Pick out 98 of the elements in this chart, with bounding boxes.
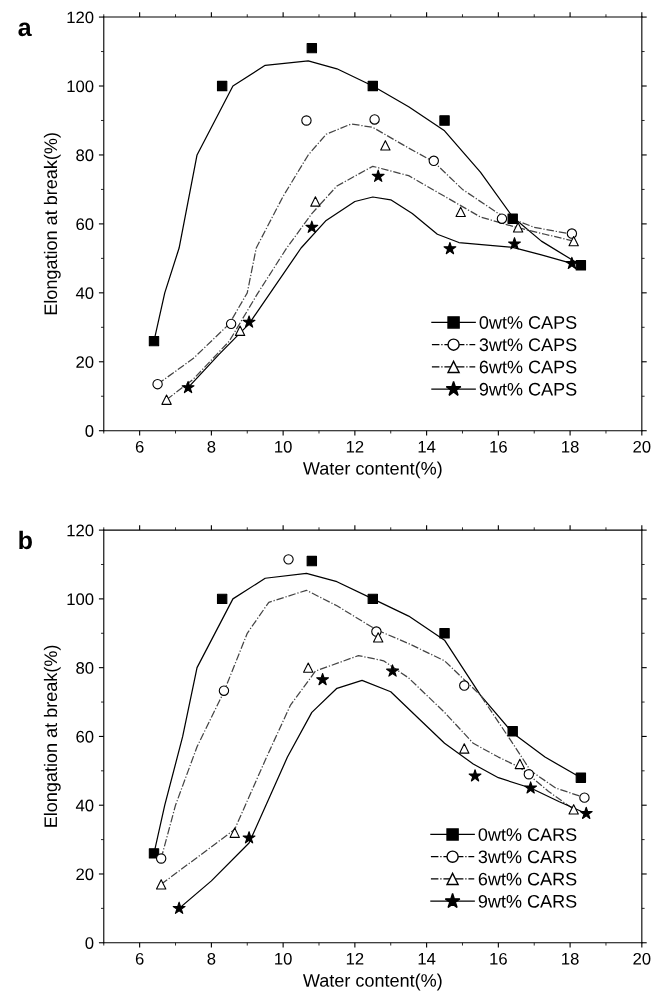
y-tick-label: 120 (67, 524, 94, 537)
point (301, 115, 312, 126)
point (242, 831, 256, 844)
legend-label: 0wt% CAPS (479, 316, 577, 329)
point (216, 593, 228, 605)
y-tick-label: 20 (76, 868, 94, 881)
point (439, 628, 450, 639)
point (155, 853, 167, 864)
point (439, 115, 450, 126)
point (234, 325, 246, 336)
point (218, 685, 230, 696)
x-tick-label: 14 (418, 441, 436, 453)
point (148, 848, 160, 859)
x-tick-label: 14 (418, 953, 436, 965)
point (369, 114, 380, 125)
point (568, 235, 579, 247)
point (428, 155, 439, 167)
point (386, 664, 399, 677)
x-tick-label: 20 (633, 440, 651, 453)
x-axis-title: Water content(%) (302, 973, 442, 991)
point (155, 879, 167, 890)
point (380, 140, 391, 151)
point (367, 593, 379, 605)
point (455, 206, 466, 218)
x-tick-label: 10 (275, 952, 292, 965)
point (512, 222, 524, 233)
x-tick-label: 12 (346, 952, 364, 965)
point (575, 772, 587, 783)
point (459, 680, 470, 691)
legend-label: 3wt% CAPS (479, 338, 577, 352)
legend-label: 6wt% CARS (478, 872, 577, 886)
point (172, 901, 186, 914)
y-tick-label: 40 (75, 799, 94, 812)
y-tick-label: 0 (85, 937, 94, 949)
point (566, 228, 578, 239)
x-tick-label: 8 (207, 440, 216, 453)
point (565, 256, 579, 270)
y-tick-label: 100 (67, 80, 94, 93)
point (310, 196, 321, 207)
point (316, 672, 330, 686)
point (496, 213, 508, 224)
y-tick-label: 20 (76, 356, 94, 368)
point (468, 769, 482, 782)
point (216, 80, 228, 92)
x-tick-label: 10 (275, 440, 292, 453)
x-tick-label: 6 (135, 952, 144, 965)
y-tick-label: 0 (85, 425, 94, 437)
point (306, 555, 318, 567)
point (303, 662, 314, 673)
x-axis-title: Water content(%) (302, 461, 442, 479)
legend-label: 9wt% CAPS (479, 382, 577, 396)
legend-label: 6wt% CAPS (479, 360, 577, 374)
point (443, 241, 457, 255)
legend-label: 9wt% CARS (478, 894, 577, 908)
y-tick-label: 60 (76, 218, 94, 231)
legend-label: 3wt% CARS (478, 850, 577, 864)
point (507, 213, 518, 224)
point (148, 335, 160, 347)
y-tick-label: 80 (76, 149, 94, 162)
point (579, 792, 590, 803)
x-tick-label: 6 (135, 440, 144, 453)
point (367, 80, 379, 92)
y-tick-label: 120 (67, 11, 94, 24)
point (579, 806, 593, 820)
point (229, 827, 240, 838)
point (508, 237, 521, 250)
y-tick-label: 60 (76, 730, 94, 743)
x-tick-label: 20 (633, 952, 651, 965)
point (372, 632, 384, 643)
chart-title: a (18, 22, 32, 37)
legend-label: 0wt% CARS (478, 828, 577, 841)
point (568, 804, 579, 815)
point (181, 380, 195, 394)
y-tick-label: 40 (75, 287, 94, 300)
point (524, 781, 538, 794)
y-tick-label: 100 (67, 593, 94, 606)
point (283, 554, 294, 565)
point (523, 769, 535, 780)
point (305, 220, 319, 233)
chart-title: b (19, 530, 32, 550)
x-tick-label: 16 (490, 440, 507, 453)
point (161, 394, 172, 405)
x-tick-label: 16 (490, 952, 507, 965)
x-tick-label: 8 (207, 952, 216, 965)
point (242, 315, 256, 328)
point (459, 743, 470, 754)
y-tick-label: 80 (76, 662, 94, 674)
x-tick-label: 18 (562, 952, 579, 965)
point (152, 378, 163, 390)
point (507, 726, 518, 737)
point (306, 42, 318, 54)
point (514, 758, 526, 770)
point (371, 169, 385, 182)
y-axis-title: Elongation at break(%) (43, 645, 61, 827)
x-tick-label: 12 (346, 440, 364, 453)
y-axis-title: Elongation at break(%) (43, 133, 61, 315)
point (225, 318, 237, 330)
x-tick-label: 18 (562, 440, 579, 453)
